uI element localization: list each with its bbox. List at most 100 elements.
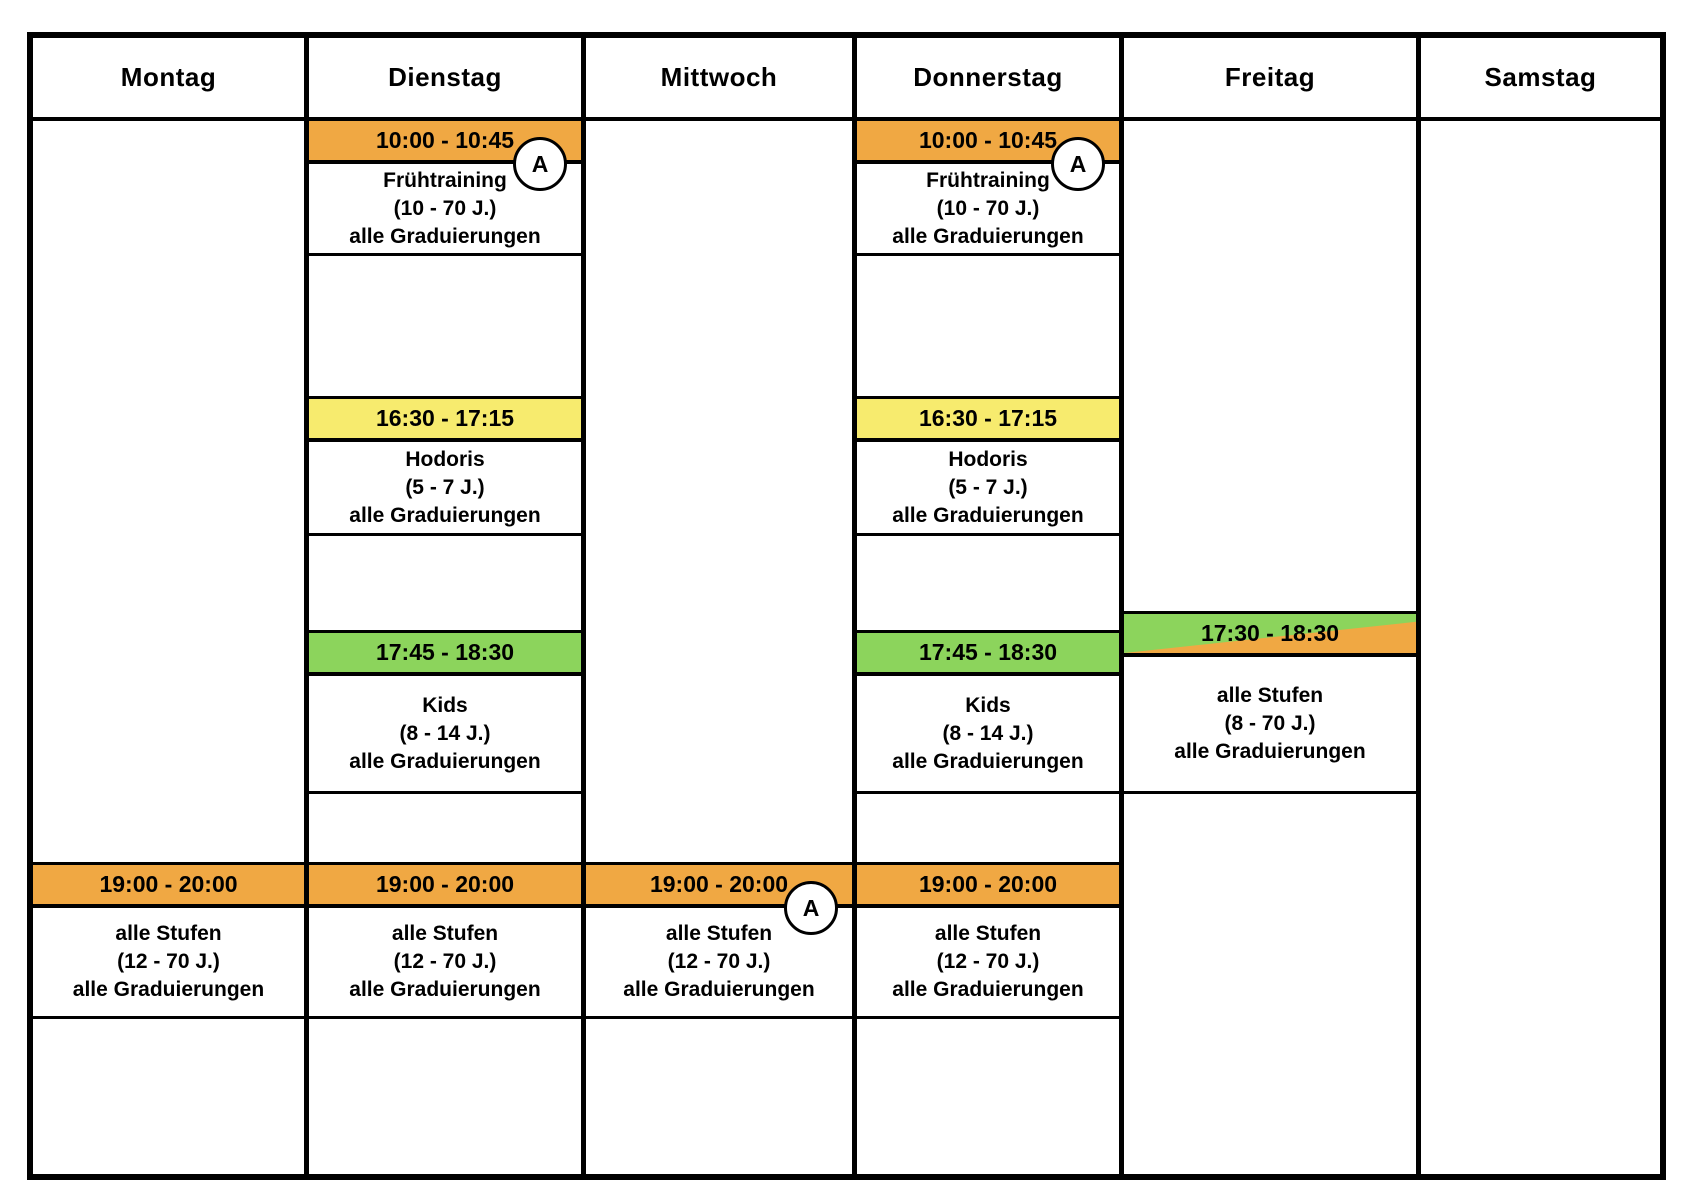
schedule-table: Montag 19:00 - 20:00 alle Stufen (12 - 70 J… [27, 32, 1666, 1180]
event-title: Hodoris [948, 447, 1028, 471]
event-levels: alle Graduierungen [72, 978, 265, 1001]
event-levels: alle Graduierungen [349, 978, 541, 1001]
a-badge: A [1051, 137, 1105, 191]
event-age-range: (8 - 14 J.) [942, 721, 1034, 745]
event-levels: alle Graduierungen [892, 978, 1084, 1001]
event-age-range: (12 - 70 J.) [117, 950, 220, 973]
event-age-range: (5 - 7 J.) [948, 475, 1028, 499]
event-time-band: 17:30 - 18:30 [1124, 614, 1416, 657]
event-title: alle Stufen [1216, 684, 1324, 707]
event-time-band: 19:00 - 20:00 [857, 865, 1119, 908]
event-levels: alle Graduierungen [892, 503, 1084, 527]
event-block-montag-19-00-20-00[interactable]: 19:00 - 20:00 alle Stufen (12 - 70 J.) alle… [33, 862, 304, 1019]
event-title: alle Stufen [665, 922, 773, 945]
event-block-dienstag-10-00-10-45[interactable]: 10:00 - 10:45 A Frühtraining (10 - 70 J.) al… [309, 121, 581, 256]
event-block-donnerstag-10-00-10-45[interactable]: 10:00 - 10:45 A Frühtraining (10 - 70 J.) al… [857, 121, 1119, 256]
event-time-band: 19:00 - 20:00 [33, 865, 304, 908]
day-label: Samstag [1484, 62, 1597, 92]
event-age-range: (8 - 14 J.) [399, 721, 491, 745]
event-title: Kids [422, 693, 468, 717]
day-column-samstag: Samstag [1421, 38, 1660, 1174]
day-column-dienstag: Dienstag 10:00 - 10:45 A Frühtraining (10 - … [309, 38, 586, 1174]
event-age-range: (10 - 70 J.) [936, 196, 1040, 220]
event-time: 10:00 - 10:45 [918, 127, 1058, 153]
event-age-range: (12 - 70 J.) [393, 950, 497, 973]
event-age-range: (12 - 70 J.) [936, 950, 1040, 973]
event-time-band: 17:45 - 18:30 [857, 633, 1119, 676]
event-title: Hodoris [405, 447, 485, 471]
event-title: alle Stufen [934, 922, 1042, 945]
event-levels: alle Graduierungen [349, 749, 541, 773]
day-header-freitag: Freitag [1124, 38, 1416, 121]
event-description: Kids (8 - 14 J.) alle Graduierungen [309, 676, 581, 791]
event-title: Frühtraining [383, 168, 507, 192]
event-time: 17:30 - 18:30 [1200, 620, 1340, 646]
event-description: alle Stufen (12 - 70 J.) alle Graduierunge… [857, 908, 1119, 1016]
event-title: alle Stufen [115, 922, 222, 945]
day-header-samstag: Samstag [1421, 38, 1660, 121]
event-block-dienstag-16-30-17-15[interactable]: 16:30 - 17:15 Hodoris (5 - 7 J.) alle Gradu… [309, 396, 581, 536]
day-label: Dienstag [388, 62, 502, 92]
event-time: 19:00 - 20:00 [375, 871, 515, 897]
event-description: Frühtraining (10 - 70 J.) alle Graduierung… [309, 164, 581, 253]
event-age-range: (10 - 70 J.) [393, 196, 497, 220]
day-label: Mittwoch [660, 62, 778, 92]
event-title: Frühtraining [926, 168, 1050, 192]
event-time: 16:30 - 17:15 [375, 405, 515, 431]
day-body-freitag: 17:30 - 18:30 alle Stufen (8 - 70 J.) alle … [1124, 121, 1416, 1174]
day-column-montag: Montag 19:00 - 20:00 alle Stufen (12 - 70 J… [33, 38, 309, 1174]
event-time: 19:00 - 20:00 [918, 871, 1058, 897]
event-levels: alle Graduierungen [349, 224, 541, 248]
event-block-donnerstag-16-30-17-15[interactable]: 16:30 - 17:15 Hodoris (5 - 7 J.) alle Gradu… [857, 396, 1119, 536]
event-time: 17:45 - 18:30 [918, 639, 1058, 665]
event-time: 17:45 - 18:30 [375, 639, 515, 665]
event-time-band: 19:00 - 20:00 [309, 865, 581, 908]
event-time: 19:00 - 20:00 [99, 871, 238, 897]
event-block-dienstag-19-00-20-00[interactable]: 19:00 - 20:00 alle Stufen (12 - 70 J.) alle… [309, 862, 581, 1019]
day-body-donnerstag: 10:00 - 10:45 A Frühtraining (10 - 70 J.) al… [857, 121, 1119, 1174]
event-time: 19:00 - 20:00 [649, 871, 789, 897]
event-levels: alle Graduierungen [892, 749, 1084, 773]
event-block-donnerstag-17-45-18-30[interactable]: 17:45 - 18:30 Kids (8 - 14 J.) alle Graduie… [857, 630, 1119, 794]
day-header-montag: Montag [33, 38, 304, 121]
day-label: Donnerstag [913, 62, 1063, 92]
event-block-freitag-17-30-18-30[interactable]: 17:30 - 18:30 alle Stufen (8 - 70 J.) alle … [1124, 611, 1416, 794]
event-title: Kids [965, 693, 1011, 717]
event-age-range: (8 - 70 J.) [1224, 712, 1316, 735]
day-header-mittwoch: Mittwoch [586, 38, 852, 121]
event-levels: alle Graduierungen [892, 224, 1084, 248]
day-column-freitag: Freitag 17:30 - 18:30 alle Stufen (8 - 70 J… [1124, 38, 1421, 1174]
event-time: 16:30 - 17:15 [918, 405, 1058, 431]
event-block-dienstag-17-45-18-30[interactable]: 17:45 - 18:30 Kids (8 - 14 J.) alle Graduie… [309, 630, 581, 794]
event-title: alle Stufen [391, 922, 499, 945]
event-time-band: 16:30 - 17:15 [857, 399, 1119, 442]
event-age-range: (5 - 7 J.) [405, 475, 485, 499]
day-label: Montag [120, 62, 217, 92]
event-description: Hodoris (5 - 7 J.) alle Graduierungen [309, 442, 581, 533]
event-time: 10:00 - 10:45 [375, 127, 515, 153]
event-time-band: 17:45 - 18:30 [309, 633, 581, 676]
event-age-range: (12 - 70 J.) [667, 950, 771, 973]
a-badge: A [513, 137, 567, 191]
day-header-dienstag: Dienstag [309, 38, 581, 121]
event-levels: alle Graduierungen [623, 978, 815, 1001]
event-levels: alle Graduierungen [349, 503, 541, 527]
event-description: alle Stufen (8 - 70 J.) alle Graduierungen [1124, 657, 1416, 791]
event-block-donnerstag-19-00-20-00[interactable]: 19:00 - 20:00 alle Stufen (12 - 70 J.) alle… [857, 862, 1119, 1019]
event-description: alle Stufen (12 - 70 J.) alle Graduierunge… [586, 908, 852, 1016]
day-body-montag: 19:00 - 20:00 alle Stufen (12 - 70 J.) alle… [33, 121, 304, 1174]
day-column-donnerstag: Donnerstag 10:00 - 10:45 A Frühtraining (10 … [857, 38, 1124, 1174]
event-description: alle Stufen (12 - 70 J.) alle Graduierunge… [33, 908, 304, 1016]
event-levels: alle Graduierungen [1174, 740, 1366, 763]
day-label: Freitag [1224, 62, 1316, 92]
event-description: Kids (8 - 14 J.) alle Graduierungen [857, 676, 1119, 791]
day-header-donnerstag: Donnerstag [857, 38, 1119, 121]
event-description: Frühtraining (10 - 70 J.) alle Graduierung… [857, 164, 1119, 253]
event-description: alle Stufen (12 - 70 J.) alle Graduierunge… [309, 908, 581, 1016]
day-body-samstag [1421, 121, 1660, 1174]
event-time-band: 16:30 - 17:15 [309, 399, 581, 442]
event-description: Hodoris (5 - 7 J.) alle Graduierungen [857, 442, 1119, 533]
